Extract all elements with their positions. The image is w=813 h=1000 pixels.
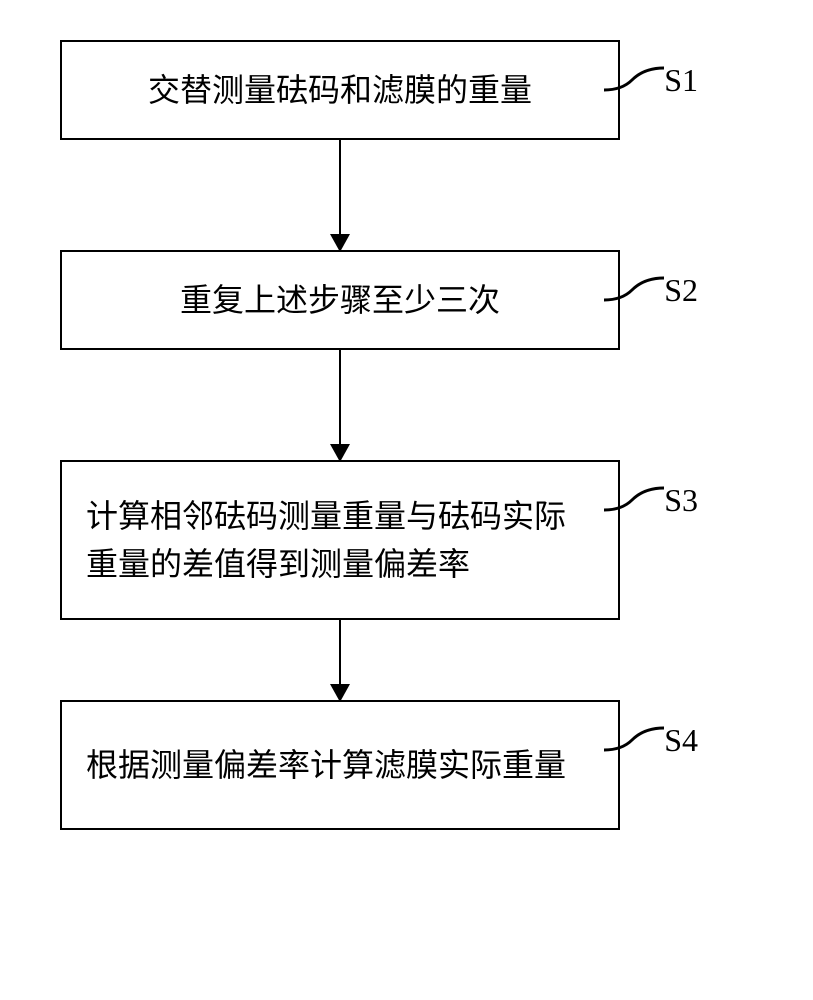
arrow-down-icon [339, 140, 341, 250]
flowchart-step-s1: 交替测量砝码和滤膜的重量 S1 [60, 40, 620, 140]
connector-curve-icon [604, 66, 664, 96]
step-label: S2 [664, 272, 698, 309]
flowchart-step-s4: 根据测量偏差率计算滤膜实际重量 S4 [60, 700, 620, 830]
step-label: S3 [664, 482, 698, 519]
step-text: 交替测量砝码和滤膜的重量 [86, 66, 594, 114]
connector-curve-icon [604, 726, 664, 756]
step-label-connector: S4 [604, 722, 698, 759]
step-text: 计算相邻砝码测量重量与砝码实际重量的差值得到测量偏差率 [86, 492, 594, 588]
flowchart-arrow [60, 350, 620, 460]
step-text: 根据测量偏差率计算滤膜实际重量 [86, 741, 594, 789]
arrow-down-icon [339, 620, 341, 700]
flowchart-step-s3: 计算相邻砝码测量重量与砝码实际重量的差值得到测量偏差率 S3 [60, 460, 620, 620]
step-label-connector: S3 [604, 482, 698, 519]
flowchart-arrow [60, 140, 620, 250]
step-label: S1 [664, 62, 698, 99]
flowchart-arrow [60, 620, 620, 700]
step-text: 重复上述步骤至少三次 [86, 276, 594, 324]
connector-curve-icon [604, 276, 664, 306]
flowchart-step-s2: 重复上述步骤至少三次 S2 [60, 250, 620, 350]
step-label: S4 [664, 722, 698, 759]
flowchart-container: 交替测量砝码和滤膜的重量 S1 重复上述步骤至少三次 S2 计算相邻砝码测量重量… [60, 40, 760, 830]
step-label-connector: S2 [604, 272, 698, 309]
step-label-connector: S1 [604, 62, 698, 99]
connector-curve-icon [604, 486, 664, 516]
arrow-down-icon [339, 350, 341, 460]
